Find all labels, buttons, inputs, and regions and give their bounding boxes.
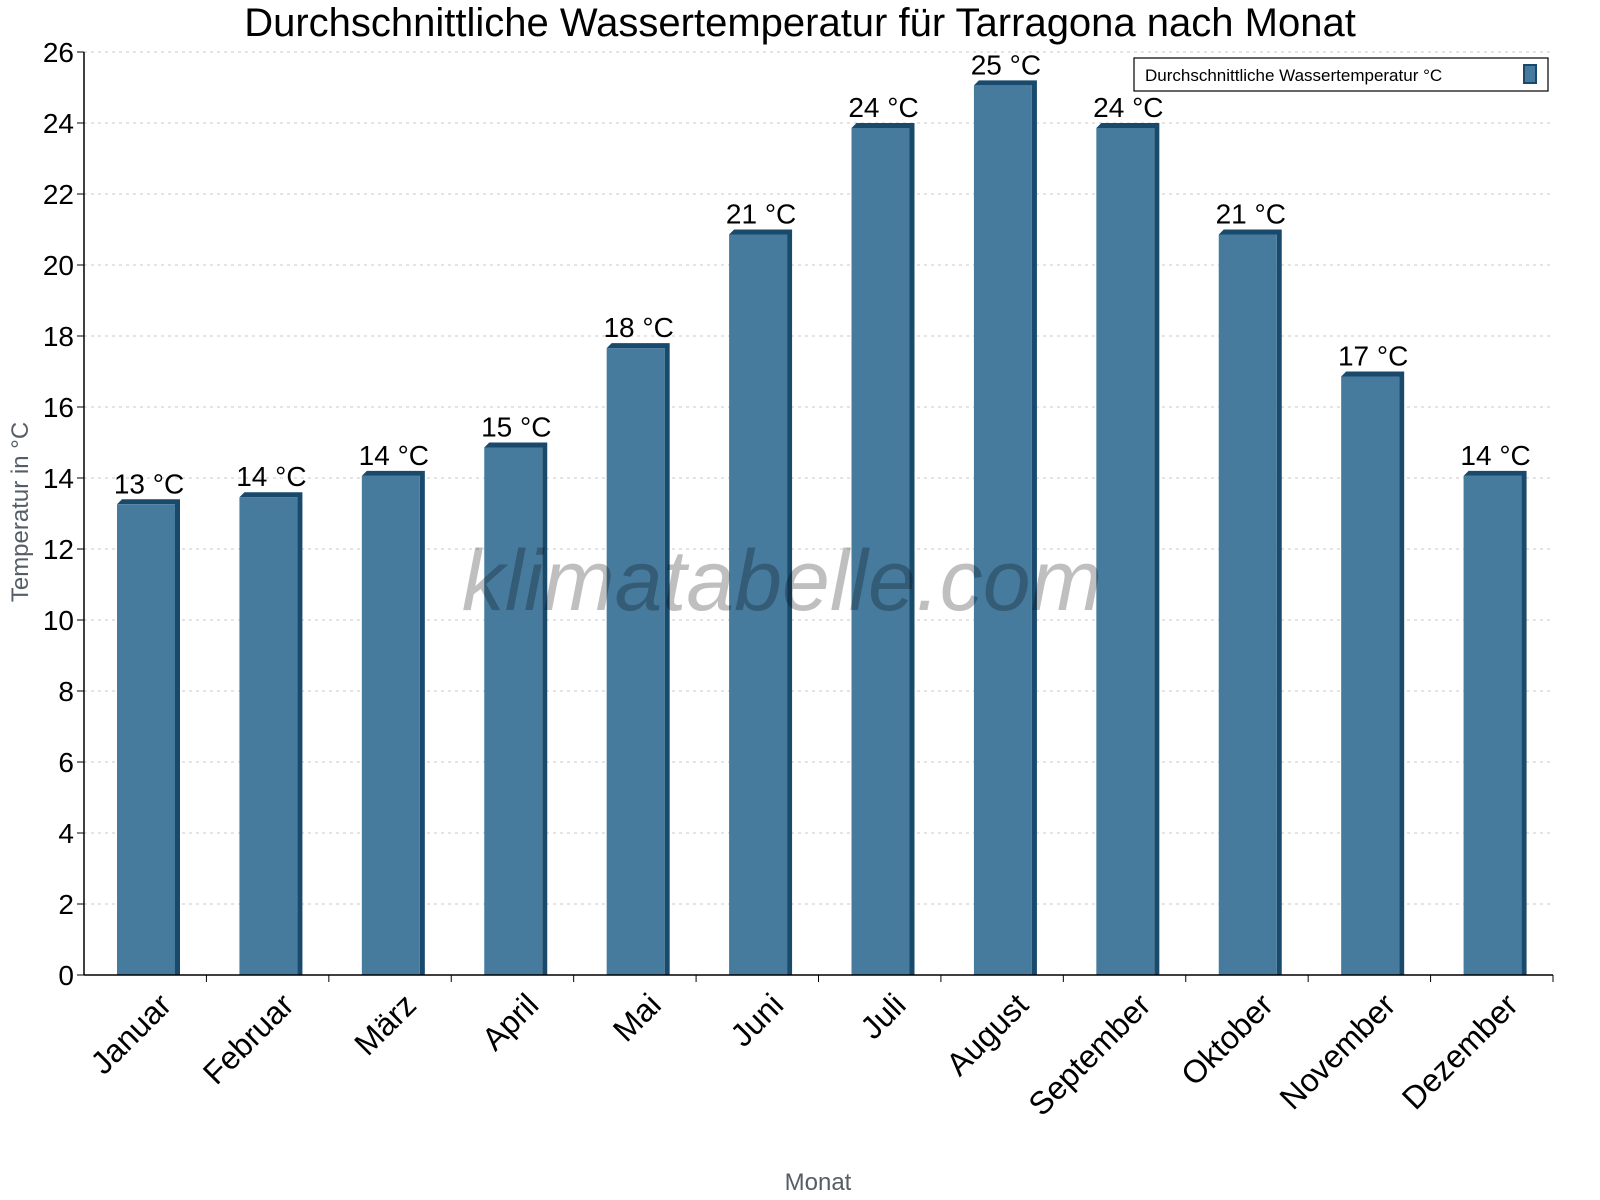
data-label: 25 °C: [971, 49, 1041, 80]
x-tick-label: April: [475, 986, 546, 1057]
x-tick-label: Dezember: [1395, 986, 1525, 1116]
x-tick-label: Januar: [84, 986, 179, 1081]
data-label: 24 °C: [848, 92, 918, 123]
x-tick-label: Mai: [606, 986, 668, 1048]
y-tick-label: 26: [43, 37, 74, 68]
chart-title: Durchschnittliche Wassertemperatur für T…: [244, 1, 1356, 45]
data-label: 24 °C: [1093, 92, 1163, 123]
y-tick-label: 24: [43, 108, 74, 139]
bar-dezember: [1463, 475, 1522, 975]
bars: [117, 80, 1527, 976]
y-tick-label: 14: [43, 463, 74, 494]
x-tick-label: März: [347, 986, 423, 1062]
watermark: klimatabelle.com: [462, 533, 1102, 629]
bar-mai: [606, 348, 665, 976]
y-axis-label: Temperatur in °C: [7, 422, 34, 602]
bar-juni: [729, 234, 788, 975]
legend-box: [1133, 57, 1549, 92]
legend-label: Durchschnittliche Wassertemperatur °C: [1145, 66, 1442, 85]
data-label: 21 °C: [726, 199, 796, 230]
y-tick-label: 0: [58, 960, 74, 991]
data-labels: 13 °C 14 °C 14 °C 15 °C 18 °C 21 °C 24 °C 25 °C…: [114, 49, 1531, 499]
x-tick-label: September: [1021, 986, 1157, 1122]
bar-april: [484, 447, 543, 975]
bar-oktober: [1218, 234, 1277, 975]
data-label: 18 °C: [603, 312, 673, 343]
data-label: 21 °C: [1216, 199, 1286, 230]
x-axis-ticks: Januar Februar März April Mai Juni Juli AugustS…: [84, 975, 1554, 1123]
x-axis-label: Monat: [785, 1169, 852, 1196]
x-tick-label: Juni: [723, 986, 790, 1053]
y-tick-label: 2: [58, 889, 74, 920]
bar-november: [1341, 376, 1400, 975]
data-label: 14 °C: [236, 461, 306, 492]
y-tick-label: 18: [43, 321, 74, 352]
x-tick-label: Februar: [196, 986, 301, 1091]
bar-august: [973, 85, 1032, 975]
legend-swatch: [1523, 64, 1537, 84]
x-tick-label: Oktober: [1174, 986, 1280, 1092]
y-tick-label: 8: [58, 676, 74, 707]
bar-september: [1096, 128, 1155, 975]
bar-februar: [239, 497, 298, 975]
data-label: 14 °C: [359, 440, 429, 471]
legend: Durchschnittliche Wassertemperatur °C: [1133, 57, 1549, 92]
data-label: 15 °C: [481, 412, 551, 443]
data-label: 13 °C: [114, 468, 184, 499]
bar-juli: [851, 128, 910, 975]
x-tick-label: November: [1272, 986, 1402, 1116]
y-tick-label: 4: [58, 818, 74, 849]
y-tick-label: 22: [43, 179, 74, 210]
y-tick-label: 12: [43, 534, 74, 565]
y-tick-label: 20: [43, 250, 74, 281]
x-tick-label: August: [939, 986, 1035, 1082]
data-label: 17 °C: [1338, 341, 1408, 372]
bar-januar: [117, 504, 175, 975]
bar-märz: [361, 475, 420, 975]
y-tick-label: 10: [43, 605, 74, 636]
y-tick-label: 16: [43, 392, 74, 423]
data-label: 14 °C: [1460, 440, 1530, 471]
y-tick-label: 6: [58, 747, 74, 778]
x-tick-label: Juli: [853, 986, 912, 1045]
